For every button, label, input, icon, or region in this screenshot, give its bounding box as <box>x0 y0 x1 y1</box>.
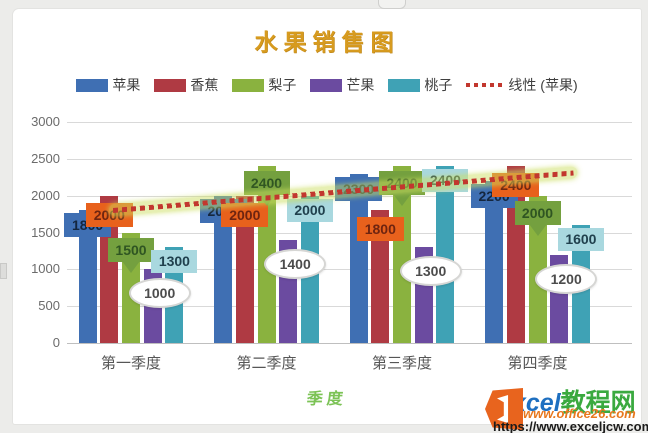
legend-swatch-icon <box>232 78 265 92</box>
legend-item-桃子[interactable]: 桃子 <box>388 75 452 95</box>
y-axis-label: 2500 <box>31 150 60 166</box>
legend-label: 梨子 <box>268 77 297 93</box>
legend-item-苹果[interactable]: 苹果 <box>76 75 140 95</box>
data-label-芒果-q4: 1200 <box>535 263 598 294</box>
data-label-芒果-q3: 1300 <box>399 256 462 287</box>
callout-down-arrow <box>393 194 411 207</box>
data-label-苹果-q3: 2300 <box>335 176 383 201</box>
y-axis-label: 1000 <box>31 261 60 277</box>
chart-legend: 苹果 香蕉 梨子 芒果 桃子 线性 (苹果) <box>13 75 641 95</box>
legend-swatch-icon <box>388 78 421 92</box>
callout-down-arrow <box>122 260 140 273</box>
bar-桃子-q3[interactable] <box>436 166 455 343</box>
data-label-桃子-q1: 1300 <box>151 250 198 274</box>
x-axis-label: 第三季度 <box>371 355 432 372</box>
data-label-梨子-q2: 2400 <box>243 171 290 196</box>
bar-香蕉-q3[interactable] <box>371 210 390 343</box>
y-axis-label: 2000 <box>31 187 60 203</box>
data-label-芒果-q1: 1000 <box>128 278 191 309</box>
callout-down-arrow <box>257 194 276 207</box>
legend-label: 桃子 <box>424 77 453 93</box>
data-label-桃子-q2: 2000 <box>286 198 333 222</box>
data-label-香蕉-q4: 2400 <box>492 173 540 198</box>
top-notch <box>378 0 406 9</box>
y-axis-label: 1500 <box>31 224 60 240</box>
legend-item-芒果[interactable]: 芒果 <box>310 75 374 95</box>
legend-item-trendline[interactable]: 线性 (苹果) <box>466 75 578 95</box>
data-label-梨子-q4: 2000 <box>514 200 561 225</box>
bar-苹果-q4[interactable] <box>485 180 504 343</box>
y-axis-label: 3000 <box>31 114 60 129</box>
data-label-香蕉-q1: 2000 <box>85 202 133 227</box>
watermark-url-office26[interactable]: www.office26.com <box>523 406 636 421</box>
legend-item-梨子[interactable]: 梨子 <box>232 75 296 95</box>
chart-title: 水果销售图 <box>254 29 400 55</box>
data-label-桃子-q4: 1600 <box>557 228 604 252</box>
bar-苹果-q1[interactable] <box>78 210 97 343</box>
bar-香蕉-q2[interactable] <box>235 195 254 343</box>
data-label-梨子-q3: 2400 <box>379 171 425 196</box>
legend-dotted-line-icon <box>466 83 505 87</box>
data-label-芒果-q2: 1400 <box>264 248 327 279</box>
legend-swatch-icon <box>76 78 109 92</box>
x-axis-label: 第二季度 <box>236 355 297 372</box>
gridline-0 <box>67 343 632 344</box>
bar-苹果-q3[interactable] <box>349 173 368 343</box>
bar-苹果-q2[interactable] <box>214 195 233 343</box>
gridline-2500 <box>67 158 632 160</box>
legend-label: 芒果 <box>346 77 375 93</box>
watermark: xcel教程网 www.office26.com https://www.exc… <box>485 379 648 433</box>
data-label-梨子-q1: 1500 <box>108 237 154 262</box>
data-label-香蕉-q2: 2000 <box>221 202 269 227</box>
watermark-site-name-cjk: 教程网 <box>560 389 636 417</box>
gridline-3000 <box>67 122 632 123</box>
y-axis-label: 500 <box>38 298 60 314</box>
plot-area: 0 500 1000 1500 2000 2500 3000 第一季度 第二季度 第三季度 第四季度… <box>13 9 641 424</box>
gridline-1500 <box>67 232 632 234</box>
data-label-桃子-q3: 2400 <box>422 169 469 193</box>
legend-item-香蕉[interactable]: 香蕉 <box>154 75 218 95</box>
gridline-1000 <box>67 269 632 271</box>
watermark-url-exceljcw[interactable]: https://www.exceljcw.com <box>493 419 648 433</box>
chart-panel: 水果销售图 苹果 香蕉 梨子 芒果 桃子 线性 (苹果) 0 500 1000 1500 2000… <box>13 9 648 433</box>
legend-label: 苹果 <box>112 77 141 93</box>
x-axis-label: 第一季度 <box>100 355 161 372</box>
gridline-500 <box>67 306 632 308</box>
data-label-香蕉-q3: 1800 <box>356 217 404 242</box>
office-logo-icon <box>485 388 523 430</box>
y-axis-label: 0 <box>52 335 60 350</box>
left-edge-artifact <box>0 263 7 279</box>
legend-label: 香蕉 <box>190 77 219 93</box>
legend-swatch-icon <box>310 78 343 92</box>
x-axis-label: 第四季度 <box>507 355 568 372</box>
legend-swatch-icon <box>154 78 187 92</box>
callout-down-arrow <box>528 223 547 236</box>
legend-label: 线性 (苹果) <box>508 77 578 93</box>
